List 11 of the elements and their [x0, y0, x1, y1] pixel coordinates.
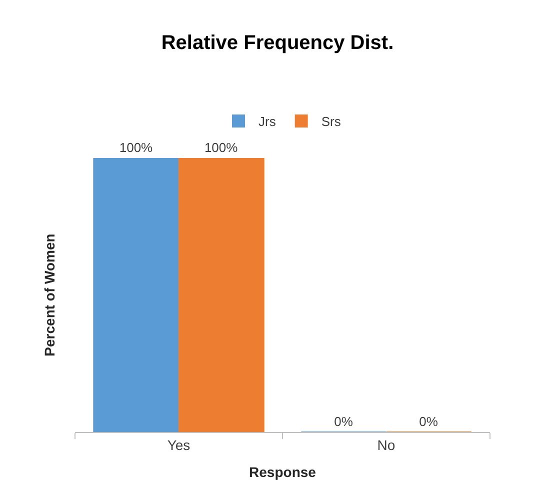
data-label: 100% [119, 140, 154, 155]
legend-label: Jrs [258, 114, 276, 130]
data-label: 0% [419, 414, 438, 429]
chart-title: Relative Frequency Dist. [161, 32, 394, 54]
legend-label: Srs [321, 114, 342, 130]
y-axis-title: Percent of Women [42, 234, 58, 356]
x-tick-label: No [377, 436, 396, 453]
x-axis-title: Response [249, 464, 316, 480]
data-label: 100% [204, 140, 238, 155]
data-label: 0% [334, 414, 354, 429]
x-tick-label: Yes [167, 436, 190, 453]
